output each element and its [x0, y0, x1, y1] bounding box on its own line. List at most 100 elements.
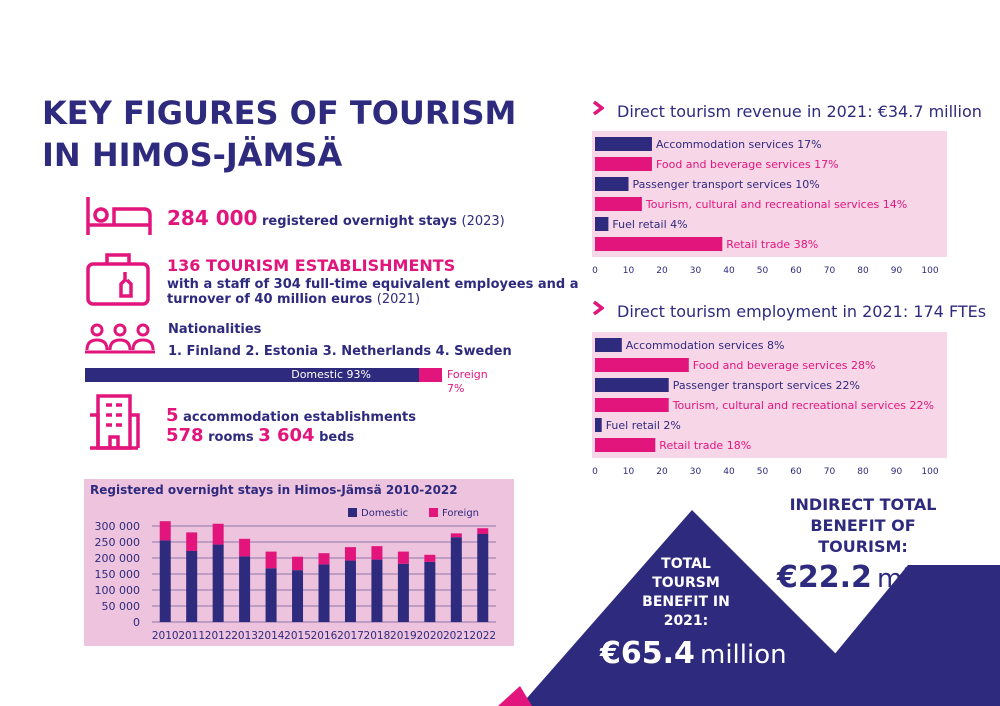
- total-label-3: BENEFIT IN 2021:: [642, 594, 730, 629]
- bar-domestic-2015: [292, 570, 304, 622]
- x-tick-label: 2016: [311, 630, 338, 642]
- x-tick-label: 90: [891, 266, 903, 276]
- accommodation-text: accommodation establishments: [183, 410, 416, 425]
- bed-icon: [86, 197, 152, 235]
- nationalities-list: 1. Finland 2. Estonia 3. Netherlands 4. …: [168, 344, 512, 359]
- hbar-label: Accommodation services 8%: [626, 339, 785, 352]
- x-tick-label: 80: [857, 266, 869, 276]
- foreign-bar: [419, 368, 443, 382]
- x-tick-label: 0: [592, 266, 598, 276]
- total-label-1: TOTAL: [661, 556, 711, 572]
- establishments-line2-wrap: turnover of 40 million euros (2021): [167, 292, 579, 307]
- indirect-label-3: TOURISM:: [818, 537, 908, 556]
- bar-foreign-2021: [450, 533, 462, 538]
- x-tick-label: 60: [790, 467, 802, 477]
- hbar: [595, 338, 622, 352]
- hbar-label: Food and beverage services 28%: [693, 359, 876, 372]
- hbar: [595, 217, 609, 231]
- bar-foreign-2019: [397, 551, 409, 564]
- bar-domestic-2016: [318, 564, 330, 622]
- hbar-label: Tourism, cultural and recreational servi…: [672, 399, 934, 412]
- page-title: KEY FIGURES OF TOURISM IN HIMOS-JÄMSÄ: [42, 92, 516, 176]
- x-tick-label: 40: [723, 266, 735, 276]
- accommodation-count: 5: [166, 405, 179, 426]
- x-tick-label: 2013: [231, 630, 258, 642]
- hbar: [595, 418, 602, 432]
- bar-foreign-2014: [265, 551, 277, 569]
- indirect-benefit-shape: [792, 565, 1000, 706]
- y-tick-label: 0: [133, 616, 140, 629]
- beds-text: beds: [319, 430, 355, 445]
- total-unit: million: [700, 640, 787, 670]
- indirect-benefit-value: €22.2 million: [777, 560, 964, 595]
- x-tick-label: 100: [921, 266, 938, 276]
- chevron-right-icon: [592, 300, 604, 316]
- total-benefit-value: €65.4 million: [600, 636, 787, 671]
- suitcase-icon: [86, 253, 150, 306]
- revenue-chart: Accommodation services 17% Food and bever…: [592, 131, 947, 276]
- hbar-label: Passenger transport services 10%: [633, 178, 820, 191]
- total-value: €65.4: [600, 636, 695, 671]
- people-icon: [85, 323, 155, 354]
- chevron-right-icon: [592, 100, 604, 116]
- y-tick-label: 250 000: [95, 536, 141, 549]
- y-tick-label: 150 000: [95, 568, 141, 581]
- hbar: [595, 197, 642, 211]
- establishments-line1: with a staff of 304 full-time equivalent…: [167, 277, 579, 292]
- hbar: [595, 378, 669, 392]
- accent-triangle: [498, 686, 532, 706]
- indirect-label-2: BENEFIT OF: [810, 516, 916, 535]
- rooms-text: rooms: [208, 430, 254, 445]
- hbar-label: Passenger transport services 22%: [673, 379, 860, 392]
- bar-domestic-2020: [424, 561, 436, 622]
- x-tick-label: 2021: [443, 630, 470, 642]
- y-tick-label: 300 000: [95, 520, 141, 533]
- stat-accommodation-line1: 5 accommodation establishments: [166, 405, 416, 426]
- x-tick-label: 2018: [364, 630, 391, 642]
- building-icon: [90, 394, 140, 450]
- bar-domestic-2013: [239, 556, 251, 622]
- overnight-text: registered overnight stays: [262, 214, 457, 229]
- bar-domestic-2014: [265, 568, 277, 622]
- hbar: [595, 358, 689, 372]
- stat-accommodation-line2: 578 rooms 3 604 beds: [166, 425, 354, 446]
- x-tick-label: 50: [757, 467, 769, 477]
- y-tick-label: 100 000: [95, 584, 141, 597]
- bar-foreign-2012: [212, 523, 224, 545]
- bar-foreign-2015: [292, 556, 304, 571]
- x-tick-label: 2020: [416, 630, 443, 642]
- bar-domestic-2019: [397, 563, 409, 622]
- domestic-bar: Domestic 93%: [85, 368, 419, 382]
- title-line-1: KEY FIGURES OF TOURISM: [42, 94, 517, 132]
- hbar-label: Accommodation services 17%: [656, 138, 822, 151]
- overnight-number: 284 000: [167, 206, 258, 230]
- x-tick-label: 10: [623, 266, 635, 276]
- x-tick-label: 20: [656, 266, 668, 276]
- x-tick-label: 30: [690, 467, 702, 477]
- bar-domestic-2017: [344, 560, 356, 622]
- bar-domestic-2010: [159, 540, 171, 622]
- legend-domestic-swatch: [348, 508, 357, 517]
- y-tick-label: 200 000: [95, 552, 141, 565]
- x-tick-label: 10: [623, 467, 635, 477]
- bar-foreign-2016: [318, 553, 330, 565]
- x-tick-label: 70: [824, 467, 836, 477]
- x-tick-label: 2015: [284, 630, 311, 642]
- x-tick-label: 100: [921, 467, 938, 477]
- hbar-label: Tourism, cultural and recreational servi…: [645, 198, 907, 211]
- title-line-2: IN HIMOS-JÄMSÄ: [42, 136, 343, 174]
- bar-domestic-2022: [477, 534, 489, 622]
- total-benefit-triangle: [520, 510, 888, 706]
- bar-foreign-2017: [344, 547, 356, 561]
- establishments-heading: 136 TOURISM ESTABLISHMENTS: [167, 256, 456, 275]
- establishments-line2: turnover of 40 million euros: [167, 292, 373, 307]
- hbar-label: Food and beverage services 17%: [656, 158, 839, 171]
- legend-foreign: Foreign: [442, 508, 479, 519]
- x-tick-label: 2017: [337, 630, 364, 642]
- total-benefit-label: TOTAL TOURSM BENEFIT IN 2021:: [618, 555, 754, 631]
- beds-count: 3 604: [258, 425, 315, 446]
- hbar: [595, 237, 723, 251]
- bar-domestic-2012: [212, 544, 224, 622]
- x-tick-label: 60: [790, 266, 802, 276]
- chart-panel: [592, 131, 947, 257]
